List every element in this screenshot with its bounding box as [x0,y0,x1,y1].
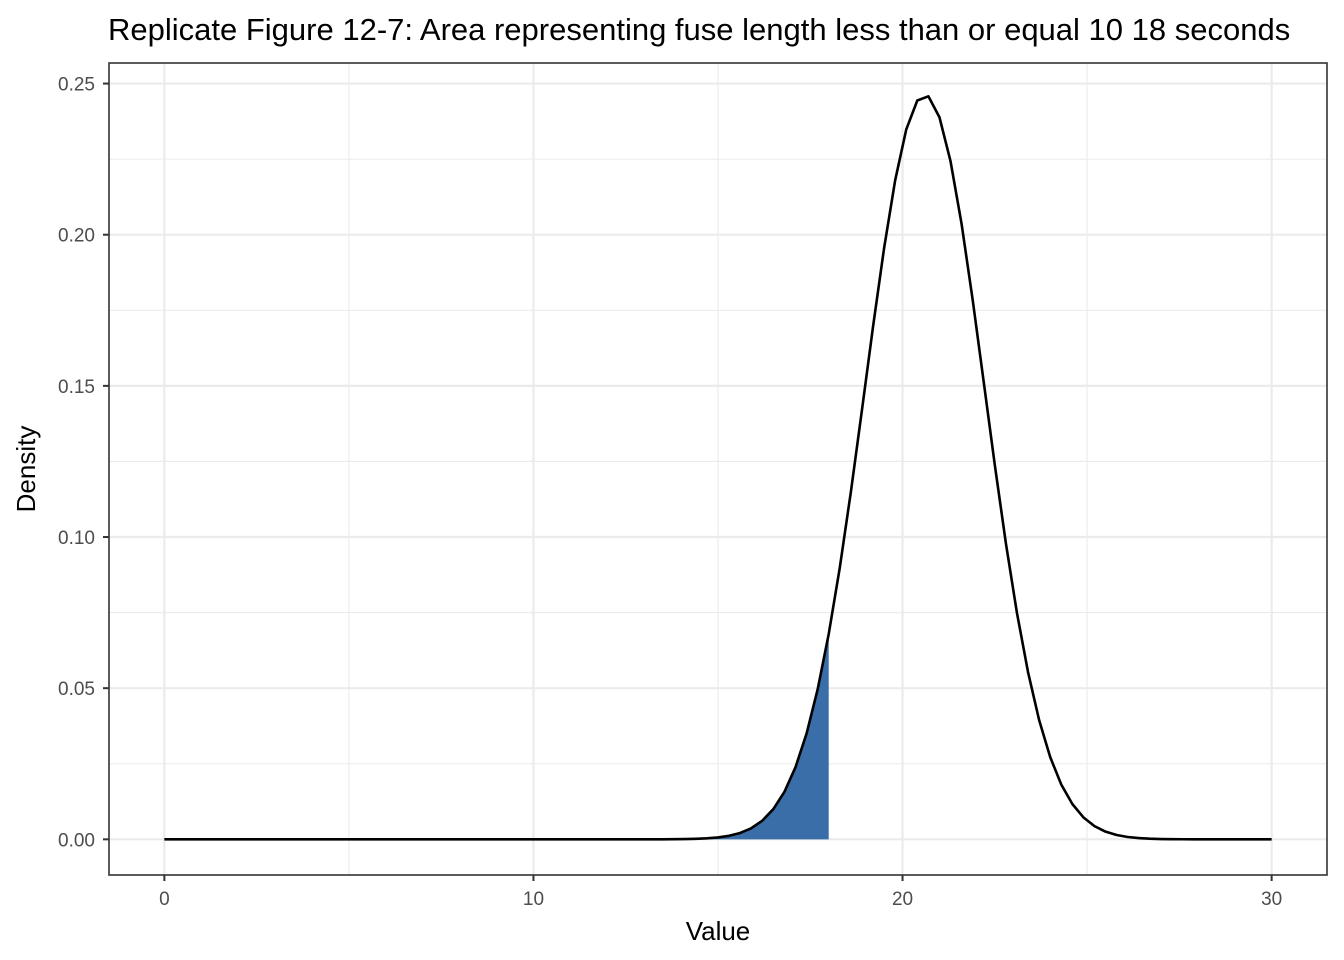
x-tick-label: 20 [892,889,913,910]
panel-border [108,62,1328,876]
x-tick-label: 0 [159,889,170,910]
plot-panel [108,62,1328,876]
y-tick-label: 0.15 [58,377,95,398]
x-axis-title: Value [686,916,751,946]
y-axis: 0.00 0.05 0.10 0.15 0.20 0.25 [58,75,109,851]
x-axis: 0 10 20 30 [159,875,1282,910]
density-curve [164,94,1272,841]
y-tick-label: 0.25 [58,75,95,96]
y-axis-title: Density [11,426,41,513]
chart-title: Replicate Figure 12-7: Area representing… [108,12,1290,47]
x-tick-label: 30 [1261,889,1282,910]
y-tick-label: 0.00 [58,830,95,851]
density-curve-layer [164,94,1272,841]
y-tick-label: 0.20 [58,226,95,247]
y-tick-label: 0.05 [58,679,95,700]
y-tick-label: 0.10 [58,528,95,549]
x-tick-label: 10 [523,889,544,910]
